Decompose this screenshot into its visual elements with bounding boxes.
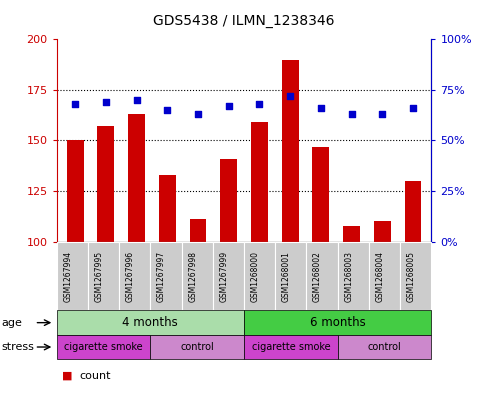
Point [102,99,110,105]
Text: GSM1268005: GSM1268005 [407,251,416,301]
Text: control: control [180,342,214,352]
Text: cigarette smoke: cigarette smoke [251,342,330,352]
Text: GSM1268004: GSM1268004 [376,251,385,301]
Text: ■: ■ [62,371,72,381]
Text: count: count [79,371,110,381]
Point [255,101,263,107]
Bar [67,140,84,242]
Bar [98,126,114,242]
Point [286,93,294,99]
Text: GSM1267995: GSM1267995 [95,250,104,302]
Text: GSM1267997: GSM1267997 [157,250,166,302]
Point [409,105,417,111]
Point [348,111,355,118]
Bar [343,226,360,242]
Point [317,105,325,111]
Text: 6 months: 6 months [310,316,366,329]
Text: GSM1267996: GSM1267996 [126,250,135,302]
Bar [313,147,329,242]
Text: GSM1267999: GSM1267999 [219,250,228,302]
Text: GSM1267998: GSM1267998 [188,251,197,301]
Text: control: control [368,342,401,352]
Point [71,101,79,107]
Bar [282,59,299,242]
Text: GDS5438 / ILMN_1238346: GDS5438 / ILMN_1238346 [153,14,335,28]
Text: stress: stress [1,342,34,352]
Point [378,111,386,118]
Point [194,111,202,118]
Text: GSM1268001: GSM1268001 [282,251,291,301]
Bar [189,219,207,242]
Bar [220,159,237,242]
Bar [404,181,422,242]
Text: 4 months: 4 months [122,316,178,329]
Point [133,97,141,103]
Bar [251,122,268,242]
Point [163,107,171,113]
Text: GSM1268002: GSM1268002 [313,251,322,301]
Text: GSM1268003: GSM1268003 [344,251,353,301]
Text: GSM1268000: GSM1268000 [250,251,260,301]
Text: cigarette smoke: cigarette smoke [64,342,143,352]
Bar [159,175,176,242]
Text: GSM1267994: GSM1267994 [63,250,72,302]
Point [225,103,233,109]
Bar [374,221,390,242]
Bar [128,114,145,242]
Text: age: age [1,318,22,328]
